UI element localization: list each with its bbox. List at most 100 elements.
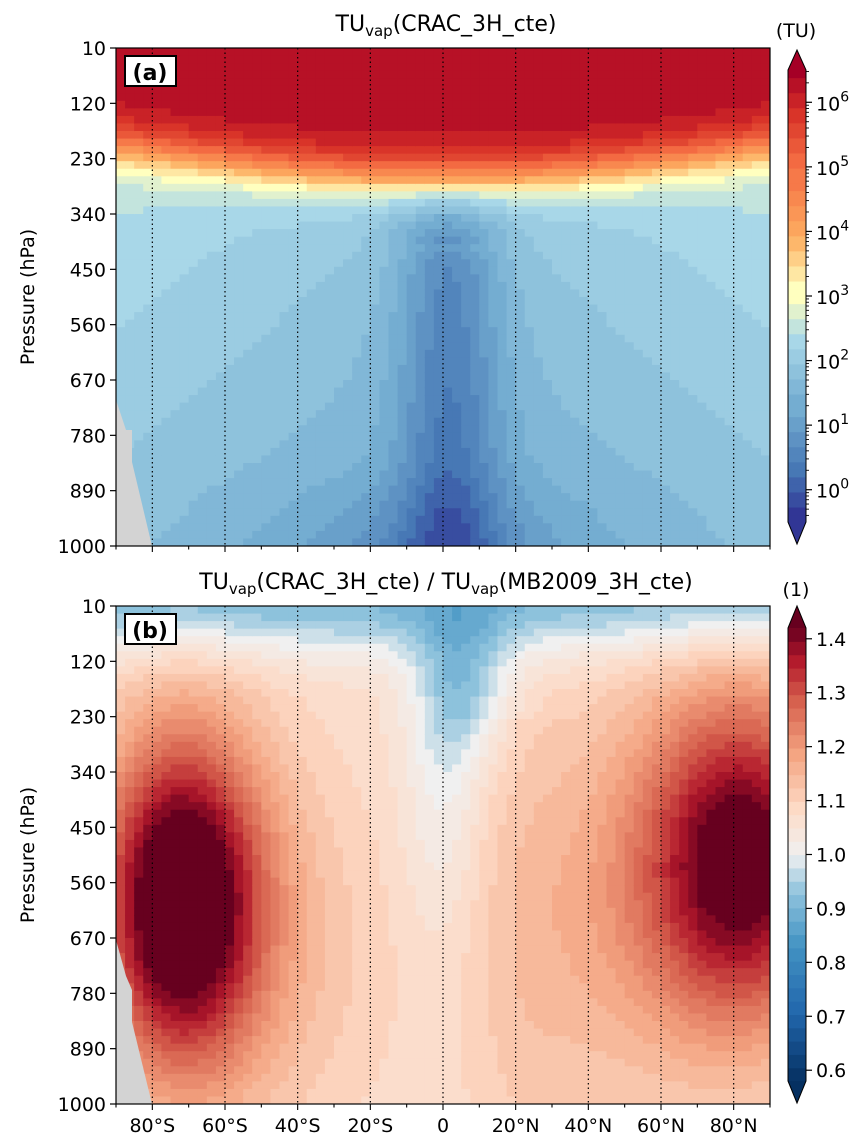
heatmap-cell [270, 70, 281, 79]
heatmap-cell [388, 364, 399, 374]
heatmap-cell [606, 206, 617, 215]
heatmap-cell [452, 191, 462, 200]
heatmap-cell [306, 304, 317, 313]
heatmap-cell [352, 493, 362, 502]
heatmap-cell [524, 229, 535, 238]
heatmap-cell [288, 493, 299, 502]
heatmap-cell [170, 327, 181, 336]
heatmap-cell [642, 115, 653, 125]
heatmap-cell [624, 515, 635, 524]
heatmap-cell [579, 485, 589, 494]
heatmap-cell [161, 100, 172, 109]
heatmap-cell [552, 478, 562, 487]
heatmap-cell [288, 138, 299, 147]
heatmap-cell [252, 334, 262, 343]
heatmap-cell [225, 168, 235, 177]
heatmap-cell [352, 85, 362, 94]
heatmap-cell [470, 48, 480, 57]
heatmap-cell [334, 515, 344, 524]
heatmap-cell [760, 138, 770, 147]
heatmap-cell [433, 161, 444, 170]
heatmap-cell [542, 342, 553, 351]
heatmap-cell [597, 115, 608, 125]
heatmap-cell [697, 274, 708, 283]
heatmap-cell [443, 259, 453, 268]
heatmap-cell [334, 447, 344, 457]
heatmap-cell [688, 530, 698, 540]
heatmap-cell [288, 455, 299, 464]
heatmap-cell [261, 425, 272, 434]
heatmap-cell [724, 417, 735, 426]
heatmap-cell [579, 198, 589, 208]
heatmap-cell [215, 425, 226, 434]
heatmap-cell [706, 274, 717, 283]
heatmap-cell [415, 500, 426, 509]
heatmap-cell [415, 176, 426, 185]
heatmap-cell [615, 183, 626, 192]
heatmap-cell [443, 108, 453, 117]
heatmap-cell [324, 312, 335, 321]
heatmap-cell [561, 161, 571, 170]
heatmap-cell [724, 138, 735, 147]
heatmap-cell [243, 493, 253, 502]
heatmap-cell [188, 266, 199, 275]
heatmap-cell [370, 289, 381, 298]
heatmap-cell [424, 131, 435, 140]
heatmap-cell [379, 281, 390, 291]
heatmap-cell [424, 470, 435, 479]
heatmap-cell [270, 161, 281, 170]
heatmap-cell [206, 523, 217, 532]
heatmap-cell [433, 327, 444, 336]
heatmap-cell [215, 297, 226, 306]
heatmap-cell [688, 183, 698, 192]
heatmap-cell [570, 455, 580, 464]
heatmap-cell [715, 115, 726, 125]
heatmap-cell [243, 138, 253, 147]
heatmap-cell [352, 108, 362, 117]
heatmap-cell [343, 395, 353, 404]
heatmap-cell [288, 440, 299, 449]
heatmap-cell [497, 402, 508, 411]
heatmap-cell [751, 108, 762, 117]
heatmap-cell [179, 334, 190, 343]
heatmap-cell [270, 123, 281, 132]
heatmap-cell [297, 198, 308, 208]
heatmap-cell [206, 259, 217, 268]
heatmap-cell [379, 364, 390, 374]
heatmap-cell [215, 410, 226, 419]
heatmap-cell [306, 410, 317, 419]
heatmap-cell [470, 115, 480, 125]
heatmap-cell [379, 395, 390, 404]
heatmap-cell [552, 176, 562, 185]
heatmap-cell [343, 251, 353, 260]
heatmap-cell [125, 146, 135, 155]
heatmap-cell [134, 198, 144, 208]
heatmap-cell [651, 387, 662, 396]
heatmap-cell [215, 327, 226, 336]
heatmap-cell [134, 342, 144, 351]
heatmap-cell [397, 349, 408, 358]
heatmap-cell [315, 357, 326, 366]
heatmap-cell [134, 168, 144, 177]
heatmap-cell [588, 463, 599, 472]
heatmap-cell [597, 523, 608, 532]
heatmap-cell [370, 538, 381, 546]
heatmap-cell [161, 304, 172, 313]
heatmap-cell [760, 236, 770, 245]
heatmap-cell [234, 115, 244, 125]
heatmap-cell [279, 168, 290, 177]
heatmap-cell [270, 349, 281, 358]
heatmap-cell [724, 244, 735, 253]
heatmap-cell [515, 395, 526, 404]
heatmap-cell [297, 266, 308, 275]
heatmap-cell [588, 349, 599, 358]
heatmap-cell [542, 380, 553, 389]
heatmap-cell [524, 463, 535, 472]
heatmap-cell [661, 342, 671, 351]
heatmap-cell [670, 447, 680, 457]
heatmap-cell [306, 380, 317, 389]
heatmap-cell [488, 387, 499, 396]
heatmap-cell [688, 229, 698, 238]
heatmap-cell [570, 500, 580, 509]
heatmap-cell [697, 123, 708, 132]
